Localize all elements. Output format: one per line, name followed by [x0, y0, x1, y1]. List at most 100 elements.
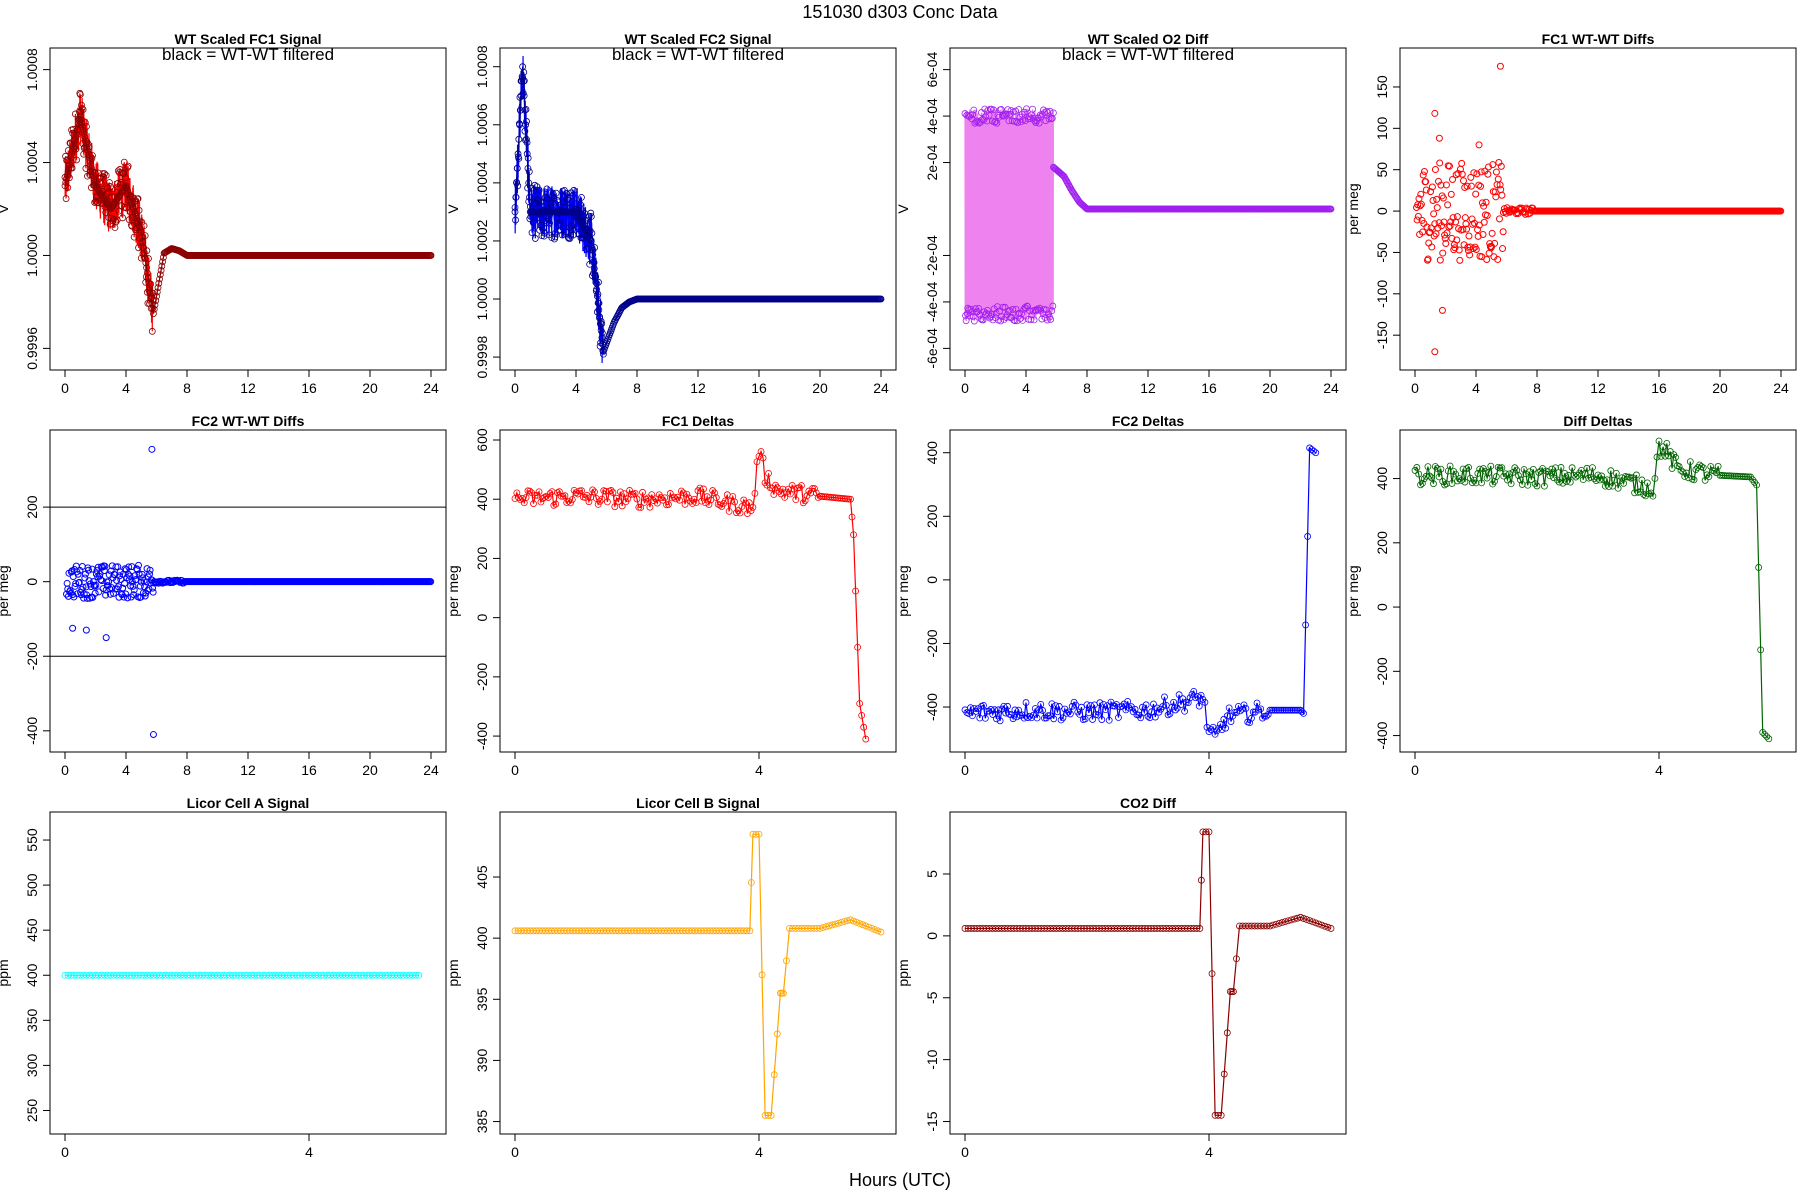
series-point: [1225, 704, 1233, 712]
series-point: [1175, 691, 1183, 699]
raw-signal-line: [964, 108, 1054, 322]
series-point: [1273, 706, 1281, 714]
series-point: [1522, 470, 1530, 478]
signal-point: [102, 171, 110, 179]
series-line: [965, 831, 1332, 1116]
series-point: [1074, 708, 1082, 716]
series-point: [82, 137, 89, 144]
series-point: [783, 957, 790, 965]
series-point: [1548, 465, 1556, 473]
series-point: [980, 701, 987, 709]
signal-point: [575, 230, 583, 238]
data-point: [135, 570, 143, 578]
data-point: [1489, 161, 1497, 169]
signal-point: [541, 229, 549, 237]
series-point: [1066, 710, 1074, 718]
plot-title: Licor Cell B Signal: [636, 795, 760, 811]
series-point: [653, 499, 661, 507]
series-point: [1050, 715, 1058, 723]
series-point: [587, 237, 595, 245]
plot-title: FC2 WT-WT Diffs: [192, 413, 305, 429]
signal-point: [529, 218, 537, 226]
signal-point: [123, 204, 130, 212]
series-point: [639, 488, 646, 496]
series-point: [1679, 468, 1687, 476]
series-point: [568, 496, 576, 503]
signal-point: [1015, 106, 1023, 113]
series-point: [1159, 703, 1167, 710]
series-point: [727, 497, 735, 505]
data-point: [1461, 214, 1469, 222]
series-point: [747, 879, 755, 886]
y-tick-label: 100: [1374, 116, 1390, 140]
series-point: [633, 495, 641, 503]
y-axis-label: per meg: [0, 565, 11, 616]
series-point: [1533, 482, 1541, 490]
y-tick-label: 1.0002: [474, 219, 490, 262]
series-point: [1424, 463, 1432, 471]
y-tick-label: 0: [1374, 603, 1390, 611]
series-point: [158, 262, 166, 270]
signal-point: [78, 101, 85, 109]
plot-annotation: black = WT-WT filtered: [162, 45, 334, 64]
signal-point: [997, 317, 1005, 325]
series-point: [69, 144, 77, 151]
data-point: [1422, 186, 1430, 194]
series-point: [1011, 706, 1019, 714]
signal-point: [1017, 315, 1024, 322]
series-point: [73, 130, 80, 137]
signal-point: [120, 169, 128, 177]
y-tick-label: -10: [924, 1049, 940, 1069]
signal-point: [1026, 115, 1034, 123]
series-point: [1140, 708, 1148, 716]
signal-point: [115, 207, 123, 215]
series-point: [689, 500, 696, 507]
series-point: [517, 92, 525, 100]
series-point: [81, 133, 89, 141]
data-point: [1472, 245, 1480, 253]
data-point: [63, 579, 71, 587]
series-point: [698, 497, 706, 505]
x-tick-label: 24: [1773, 380, 1789, 396]
series-point: [1295, 706, 1303, 714]
data-point: [69, 624, 77, 632]
data-point: [1496, 62, 1504, 70]
series-point: [767, 1112, 775, 1119]
series-point: [531, 491, 539, 499]
x-tick-label: 24: [423, 762, 439, 778]
series-point: [145, 279, 153, 287]
data-point: [129, 582, 137, 590]
series-point: [725, 507, 733, 515]
series-point: [1089, 716, 1096, 723]
signal-point: [999, 303, 1007, 311]
series-point: [1439, 478, 1447, 485]
plot-area: [63, 445, 435, 739]
signal-point: [120, 158, 128, 166]
series-point: [1698, 463, 1705, 470]
series-point: [1614, 484, 1622, 492]
data-point: [1437, 181, 1445, 189]
series-point: [807, 489, 815, 497]
series-point: [1266, 706, 1274, 714]
series-point: [696, 484, 704, 492]
series-point: [747, 507, 755, 514]
series-point: [154, 284, 162, 292]
series-point: [143, 269, 151, 277]
signal-point: [559, 198, 567, 206]
series-point: [1487, 462, 1495, 470]
y-tick-label: 200: [474, 547, 490, 571]
series-point: [86, 157, 94, 165]
signal-point: [966, 312, 974, 320]
series-point: [620, 490, 628, 498]
x-tick-label: 12: [240, 380, 256, 396]
series-point: [1705, 473, 1713, 481]
series-point: [1507, 480, 1515, 488]
data-point: [1456, 256, 1464, 264]
series-point: [1692, 466, 1700, 473]
data-point: [1424, 255, 1432, 263]
signal-point: [142, 273, 150, 281]
series-point: [765, 469, 772, 477]
series-point: [618, 502, 626, 510]
data-point: [1459, 226, 1467, 234]
series-point: [1596, 476, 1604, 484]
